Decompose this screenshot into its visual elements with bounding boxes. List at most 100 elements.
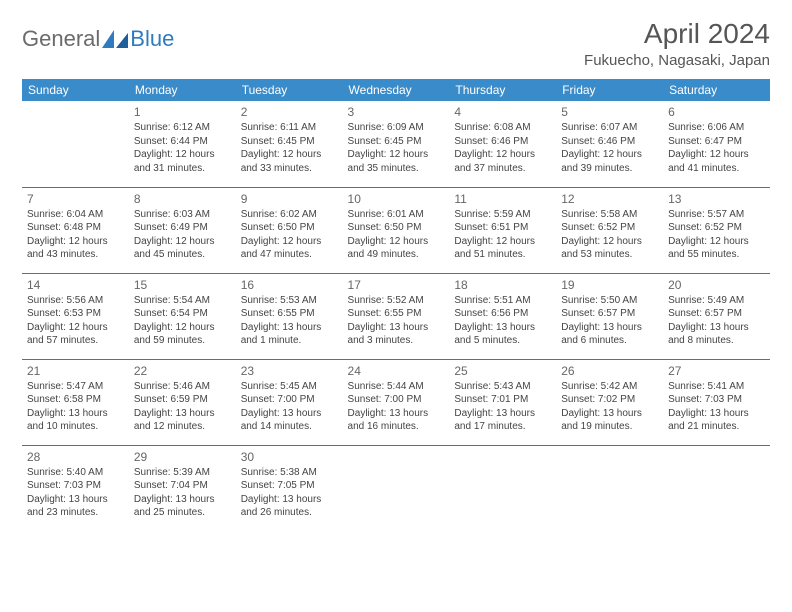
- sunset-text: Sunset: 6:50 PM: [241, 221, 338, 235]
- daylight-text: Daylight: 13 hours and 8 minutes.: [668, 321, 765, 348]
- day-cell: [449, 445, 556, 531]
- day-cell: [22, 101, 129, 187]
- day-number: 12: [561, 191, 658, 207]
- week-row: 14Sunrise: 5:56 AMSunset: 6:53 PMDayligh…: [22, 273, 770, 359]
- daylight-text: Daylight: 12 hours and 33 minutes.: [241, 148, 338, 175]
- sunset-text: Sunset: 7:04 PM: [134, 479, 231, 493]
- daylight-text: Daylight: 13 hours and 23 minutes.: [27, 493, 124, 520]
- sunset-text: Sunset: 6:52 PM: [561, 221, 658, 235]
- daylight-text: Daylight: 13 hours and 14 minutes.: [241, 407, 338, 434]
- day-cell: [663, 445, 770, 531]
- daylight-text: Daylight: 12 hours and 51 minutes.: [454, 235, 551, 262]
- day-cell: 13Sunrise: 5:57 AMSunset: 6:52 PMDayligh…: [663, 187, 770, 273]
- sunrise-text: Sunrise: 5:49 AM: [668, 294, 765, 308]
- sunrise-text: Sunrise: 5:46 AM: [134, 380, 231, 394]
- day-number: 11: [454, 191, 551, 207]
- daylight-text: Daylight: 13 hours and 6 minutes.: [561, 321, 658, 348]
- day-cell: 19Sunrise: 5:50 AMSunset: 6:57 PMDayligh…: [556, 273, 663, 359]
- week-row: 21Sunrise: 5:47 AMSunset: 6:58 PMDayligh…: [22, 359, 770, 445]
- daylight-text: Daylight: 13 hours and 10 minutes.: [27, 407, 124, 434]
- logo-sail-icon: [102, 30, 128, 48]
- daylight-text: Daylight: 12 hours and 43 minutes.: [27, 235, 124, 262]
- sunset-text: Sunset: 6:48 PM: [27, 221, 124, 235]
- sunrise-text: Sunrise: 5:58 AM: [561, 208, 658, 222]
- day-cell: 20Sunrise: 5:49 AMSunset: 6:57 PMDayligh…: [663, 273, 770, 359]
- daylight-text: Daylight: 13 hours and 1 minute.: [241, 321, 338, 348]
- day-number: 19: [561, 277, 658, 293]
- location-text: Fukuecho, Nagasaki, Japan: [584, 52, 770, 69]
- day-cell: 23Sunrise: 5:45 AMSunset: 7:00 PMDayligh…: [236, 359, 343, 445]
- day-header: Tuesday: [236, 79, 343, 101]
- day-cell: 22Sunrise: 5:46 AMSunset: 6:59 PMDayligh…: [129, 359, 236, 445]
- sunset-text: Sunset: 7:03 PM: [27, 479, 124, 493]
- sunset-text: Sunset: 6:59 PM: [134, 393, 231, 407]
- sunset-text: Sunset: 6:54 PM: [134, 307, 231, 321]
- sunset-text: Sunset: 6:55 PM: [241, 307, 338, 321]
- day-cell: 7Sunrise: 6:04 AMSunset: 6:48 PMDaylight…: [22, 187, 129, 273]
- day-header: Thursday: [449, 79, 556, 101]
- day-cell: 4Sunrise: 6:08 AMSunset: 6:46 PMDaylight…: [449, 101, 556, 187]
- sunset-text: Sunset: 7:00 PM: [348, 393, 445, 407]
- day-cell: 10Sunrise: 6:01 AMSunset: 6:50 PMDayligh…: [343, 187, 450, 273]
- day-header: Wednesday: [343, 79, 450, 101]
- sunset-text: Sunset: 6:57 PM: [668, 307, 765, 321]
- sunrise-text: Sunrise: 6:02 AM: [241, 208, 338, 222]
- day-cell: 25Sunrise: 5:43 AMSunset: 7:01 PMDayligh…: [449, 359, 556, 445]
- day-number: 23: [241, 363, 338, 379]
- title-block: April 2024 Fukuecho, Nagasaki, Japan: [584, 18, 770, 69]
- sunrise-text: Sunrise: 6:04 AM: [27, 208, 124, 222]
- sunrise-text: Sunrise: 5:54 AM: [134, 294, 231, 308]
- sunset-text: Sunset: 7:00 PM: [241, 393, 338, 407]
- sunset-text: Sunset: 6:47 PM: [668, 135, 765, 149]
- day-cell: 30Sunrise: 5:38 AMSunset: 7:05 PMDayligh…: [236, 445, 343, 531]
- day-header: Friday: [556, 79, 663, 101]
- sunrise-text: Sunrise: 6:11 AM: [241, 121, 338, 135]
- calendar-body: 1Sunrise: 6:12 AMSunset: 6:44 PMDaylight…: [22, 101, 770, 531]
- day-header: Saturday: [663, 79, 770, 101]
- day-number: 29: [134, 449, 231, 465]
- day-number: 18: [454, 277, 551, 293]
- logo-text-1: General: [22, 26, 100, 52]
- day-number: 7: [27, 191, 124, 207]
- daylight-text: Daylight: 12 hours and 45 minutes.: [134, 235, 231, 262]
- day-number: 2: [241, 104, 338, 120]
- sunset-text: Sunset: 6:44 PM: [134, 135, 231, 149]
- sunset-text: Sunset: 6:58 PM: [27, 393, 124, 407]
- daylight-text: Daylight: 12 hours and 41 minutes.: [668, 148, 765, 175]
- day-cell: 8Sunrise: 6:03 AMSunset: 6:49 PMDaylight…: [129, 187, 236, 273]
- sunrise-text: Sunrise: 6:03 AM: [134, 208, 231, 222]
- daylight-text: Daylight: 13 hours and 25 minutes.: [134, 493, 231, 520]
- sunrise-text: Sunrise: 5:52 AM: [348, 294, 445, 308]
- day-cell: 12Sunrise: 5:58 AMSunset: 6:52 PMDayligh…: [556, 187, 663, 273]
- day-cell: 9Sunrise: 6:02 AMSunset: 6:50 PMDaylight…: [236, 187, 343, 273]
- day-number: 9: [241, 191, 338, 207]
- day-number: 24: [348, 363, 445, 379]
- day-number: 22: [134, 363, 231, 379]
- day-number: 16: [241, 277, 338, 293]
- day-cell: 2Sunrise: 6:11 AMSunset: 6:45 PMDaylight…: [236, 101, 343, 187]
- sunrise-text: Sunrise: 5:57 AM: [668, 208, 765, 222]
- sunrise-text: Sunrise: 5:53 AM: [241, 294, 338, 308]
- day-cell: 21Sunrise: 5:47 AMSunset: 6:58 PMDayligh…: [22, 359, 129, 445]
- sunrise-text: Sunrise: 5:59 AM: [454, 208, 551, 222]
- sunrise-text: Sunrise: 5:44 AM: [348, 380, 445, 394]
- sunrise-text: Sunrise: 5:43 AM: [454, 380, 551, 394]
- day-cell: 18Sunrise: 5:51 AMSunset: 6:56 PMDayligh…: [449, 273, 556, 359]
- day-number: 26: [561, 363, 658, 379]
- daylight-text: Daylight: 12 hours and 49 minutes.: [348, 235, 445, 262]
- logo-text-2: Blue: [130, 26, 174, 52]
- day-number: 15: [134, 277, 231, 293]
- sunset-text: Sunset: 6:46 PM: [454, 135, 551, 149]
- day-number: 28: [27, 449, 124, 465]
- sunset-text: Sunset: 7:02 PM: [561, 393, 658, 407]
- day-cell: 28Sunrise: 5:40 AMSunset: 7:03 PMDayligh…: [22, 445, 129, 531]
- sunset-text: Sunset: 7:03 PM: [668, 393, 765, 407]
- sunrise-text: Sunrise: 6:01 AM: [348, 208, 445, 222]
- sunrise-text: Sunrise: 5:41 AM: [668, 380, 765, 394]
- sunset-text: Sunset: 6:56 PM: [454, 307, 551, 321]
- day-cell: [343, 445, 450, 531]
- day-number: 17: [348, 277, 445, 293]
- day-cell: 24Sunrise: 5:44 AMSunset: 7:00 PMDayligh…: [343, 359, 450, 445]
- day-number: 6: [668, 104, 765, 120]
- day-cell: 15Sunrise: 5:54 AMSunset: 6:54 PMDayligh…: [129, 273, 236, 359]
